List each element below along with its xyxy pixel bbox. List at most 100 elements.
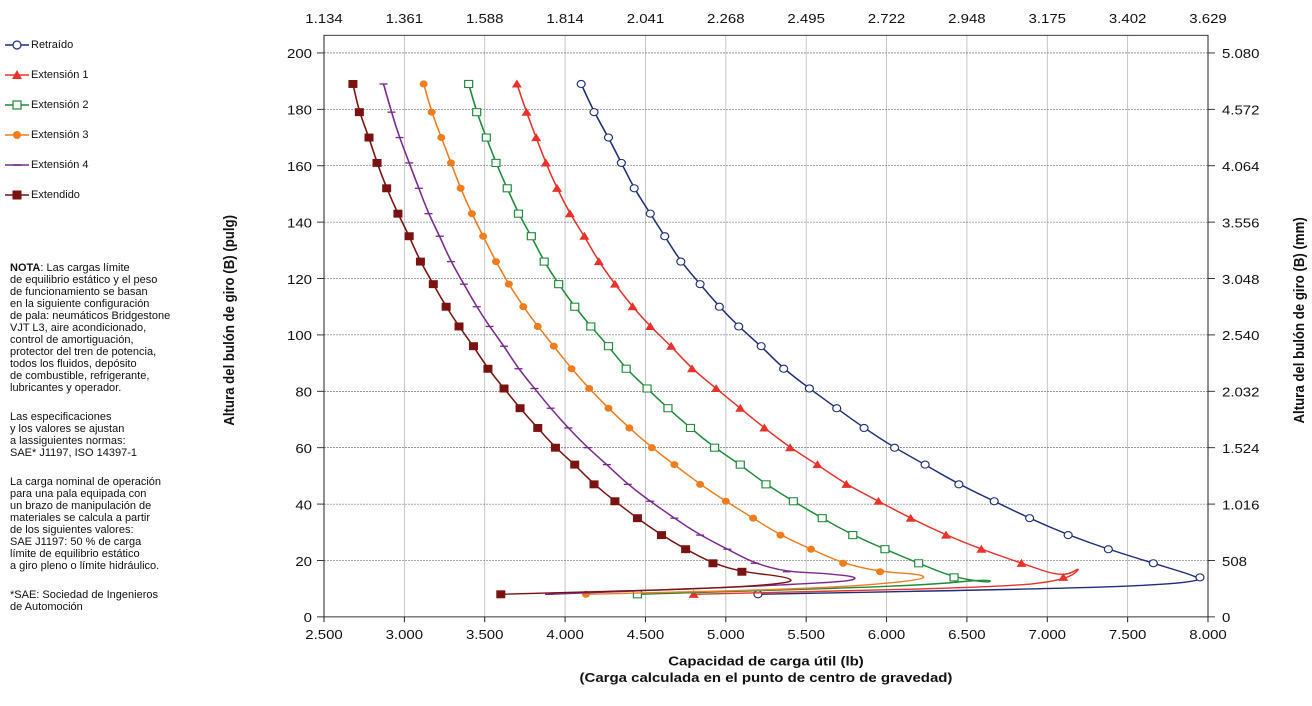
y-tick-label: 120	[287, 272, 312, 287]
data-point	[1024, 514, 1035, 523]
x-tick-label-top: 1.814	[546, 11, 584, 26]
data-point	[539, 257, 549, 266]
data-point	[549, 342, 558, 350]
legend-item: Extensión 4	[4, 150, 214, 180]
x-tick-label-top: 2.495	[787, 11, 825, 26]
data-point	[941, 530, 952, 539]
data-point	[446, 159, 455, 167]
data-point	[393, 209, 403, 218]
y-tick-label: 0	[304, 610, 312, 625]
plot-frame	[323, 34, 1209, 618]
data-point	[695, 280, 705, 289]
legend-swatch	[5, 100, 29, 110]
data-point	[817, 514, 827, 523]
data-point	[737, 567, 747, 576]
data-point	[533, 322, 542, 330]
legend: Retraído Extensión 1 Extensión 2 Extensión …	[4, 30, 214, 210]
legend-swatch	[5, 190, 29, 200]
series-extensi-n-3	[419, 80, 925, 598]
sae-footnote: *SAE: Sociedad de Ingenieros de Automoci…	[10, 589, 158, 613]
legend-label: Extensión 1	[31, 69, 89, 81]
data-point	[364, 133, 374, 142]
y-tick-label: 140	[287, 215, 312, 230]
data-point	[839, 559, 848, 567]
x-tick-label: 4.000	[546, 627, 584, 642]
data-point	[1058, 572, 1069, 581]
legend-swatch	[5, 131, 29, 139]
data-point	[1063, 531, 1073, 540]
data-point	[642, 384, 652, 393]
series-extendido	[348, 79, 792, 599]
x-tick-label: 6.000	[868, 627, 906, 642]
series-extensi-n-2	[464, 79, 991, 599]
x-axis-title: Capacidad de carga útil (lb)	[668, 653, 864, 668]
series-layer	[348, 79, 1205, 599]
series-line	[516, 83, 1079, 595]
legend-item: Extendido	[4, 180, 214, 210]
data-point	[688, 589, 699, 598]
legend-item: Extensión 3	[4, 120, 214, 150]
y-tick-label-right: 5.080	[1222, 46, 1260, 61]
y-axis-title: Altura del bulón de giro (B) (pulg)	[220, 215, 237, 426]
data-point	[696, 480, 705, 488]
x-tick-label-top: 2.722	[868, 11, 906, 26]
data-point	[464, 79, 474, 89]
data-point	[415, 257, 425, 266]
y-tick-label: 80	[295, 384, 312, 399]
data-point	[848, 531, 858, 540]
data-point	[914, 559, 924, 568]
x-tick-label-top: 3.629	[1189, 11, 1227, 26]
grid	[323, 35, 1209, 618]
data-point	[759, 423, 770, 432]
data-point	[954, 480, 964, 489]
data-point	[761, 480, 771, 489]
data-point	[804, 384, 814, 393]
data-point	[1148, 559, 1158, 568]
data-point	[531, 133, 542, 142]
data-point	[570, 460, 580, 469]
data-point	[889, 443, 900, 452]
standards-note: Las especificaciones y los valores se aj…	[10, 411, 137, 459]
y-tick-label: 180	[287, 102, 312, 117]
rated-load-note: La carga nominal de operación para una p…	[10, 476, 162, 572]
data-point	[708, 559, 718, 568]
x-tick-label-top: 2.041	[627, 11, 665, 26]
data-point	[564, 209, 575, 218]
data-point	[721, 497, 730, 505]
data-point	[670, 461, 679, 469]
data-point	[513, 209, 524, 218]
series-line	[467, 83, 991, 595]
data-point	[714, 302, 724, 311]
x-tick-label-top: 3.402	[1109, 11, 1147, 26]
data-point	[610, 497, 620, 506]
x-axis-subtitle: (Carga calculada en el punto de centro d…	[580, 670, 953, 685]
x-tick-label-top: 2.948	[948, 11, 986, 26]
data-point	[521, 107, 532, 116]
data-point	[876, 568, 885, 576]
legend-label: Extensión 4	[31, 159, 89, 171]
data-point	[779, 364, 789, 373]
data-point	[603, 133, 614, 142]
x-tick-label-top: 2.268	[707, 11, 745, 26]
series-line	[352, 83, 792, 595]
data-point	[511, 79, 522, 88]
data-point	[1103, 545, 1113, 554]
data-point	[709, 443, 720, 452]
y-tick-label: 40	[295, 497, 312, 512]
legend-swatch	[5, 70, 29, 79]
data-point	[483, 364, 493, 373]
data-point	[504, 280, 513, 288]
y-tick-label-right: 4.572	[1222, 102, 1260, 117]
y-tick-label: 20	[295, 554, 312, 569]
series-line	[382, 83, 856, 595]
data-point	[567, 365, 576, 373]
legend-item: Retraído	[4, 30, 214, 60]
data-point	[687, 364, 698, 373]
data-point	[479, 232, 488, 240]
data-point	[481, 133, 491, 142]
data-point	[949, 573, 959, 582]
data-point	[657, 531, 667, 540]
series-extensi-n-1	[511, 79, 1079, 598]
data-point	[812, 460, 823, 469]
data-point	[12, 70, 22, 79]
